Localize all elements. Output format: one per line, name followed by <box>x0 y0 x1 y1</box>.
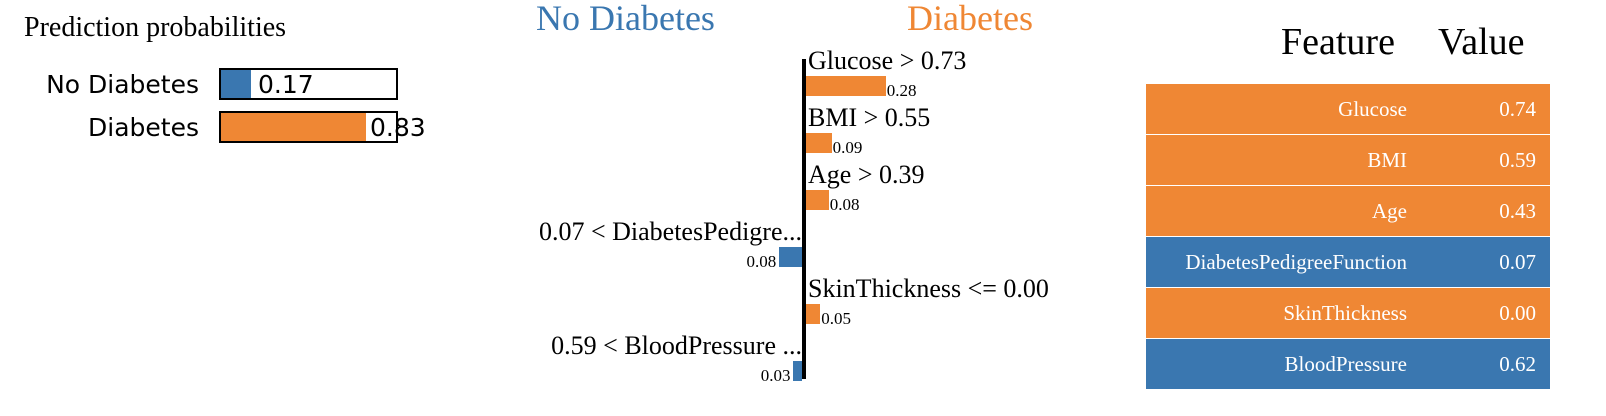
table-row: BMI 0.59 <box>1146 135 1550 185</box>
table-cell-feature: BMI <box>1367 148 1407 172</box>
probability-fill-no-diabetes <box>221 70 251 98</box>
prediction-probabilities-title: Prediction probabilities <box>24 12 287 43</box>
probability-value-diabetes: 0.83 <box>370 113 426 142</box>
weight-value-label: 0.03 <box>760 366 791 385</box>
condition-label: Glucose > 0.73 <box>808 46 967 75</box>
table-header-feature: Feature <box>1281 21 1395 63</box>
explanation-axis <box>802 59 806 379</box>
condition-label: 0.59 < BloodPressure ... <box>551 331 802 360</box>
condition-label: SkinThickness <= 0.00 <box>808 274 1049 303</box>
table-row: SkinThickness 0.00 <box>1146 288 1550 338</box>
table-cell-feature: SkinThickness <box>1283 301 1407 325</box>
positive-class-heading: Diabetes <box>907 0 1033 38</box>
probability-fill-diabetes <box>221 113 367 141</box>
weight-value-label: 0.08 <box>829 195 860 214</box>
table-cell-value: 0.59 <box>1499 148 1536 172</box>
table-cell-value: 0.62 <box>1499 352 1536 376</box>
condition-label: BMI > 0.55 <box>808 103 931 132</box>
weight-bar <box>779 247 802 267</box>
condition-label: Age > 0.39 <box>808 160 925 189</box>
weight-value-label: 0.28 <box>886 81 917 100</box>
table-row: DiabetesPedigreeFunction 0.07 <box>1146 237 1550 287</box>
probability-bar-no-diabetes <box>219 68 398 100</box>
weight-value-label: 0.09 <box>832 138 863 157</box>
class-label-no-diabetes: No Diabetes <box>46 70 199 99</box>
probability-value-no-diabetes: 0.17 <box>258 70 314 99</box>
weight-bar <box>806 76 886 96</box>
table-cell-value: 0.43 <box>1499 199 1536 223</box>
weight-value-label: 0.08 <box>746 252 777 271</box>
table-cell-value: 0.00 <box>1499 301 1536 325</box>
table-cell-feature: DiabetesPedigreeFunction <box>1185 250 1407 274</box>
weight-bar <box>793 361 802 381</box>
class-label-diabetes: Diabetes <box>88 113 199 142</box>
table-row: Glucose 0.74 <box>1146 84 1550 134</box>
weight-value-label: 0.05 <box>821 309 851 328</box>
table-cell-feature: BloodPressure <box>1284 352 1408 376</box>
table-cell-feature: Glucose <box>1338 97 1407 121</box>
table-header-value: Value <box>1438 21 1525 63</box>
condition-label: 0.07 < DiabetesPedigre... <box>538 217 802 246</box>
probability-bar-diabetes <box>219 111 398 143</box>
negative-class-heading: No Diabetes <box>536 0 715 38</box>
weight-bar <box>806 190 829 210</box>
weight-bar <box>806 304 821 324</box>
table-row: BloodPressure 0.62 <box>1146 339 1550 389</box>
table-row: Age 0.43 <box>1146 186 1550 236</box>
table-cell-value: 0.07 <box>1499 250 1536 274</box>
table-cell-value: 0.74 <box>1499 97 1536 121</box>
weight-bar <box>806 133 832 153</box>
table-cell-feature: Age <box>1372 199 1407 223</box>
